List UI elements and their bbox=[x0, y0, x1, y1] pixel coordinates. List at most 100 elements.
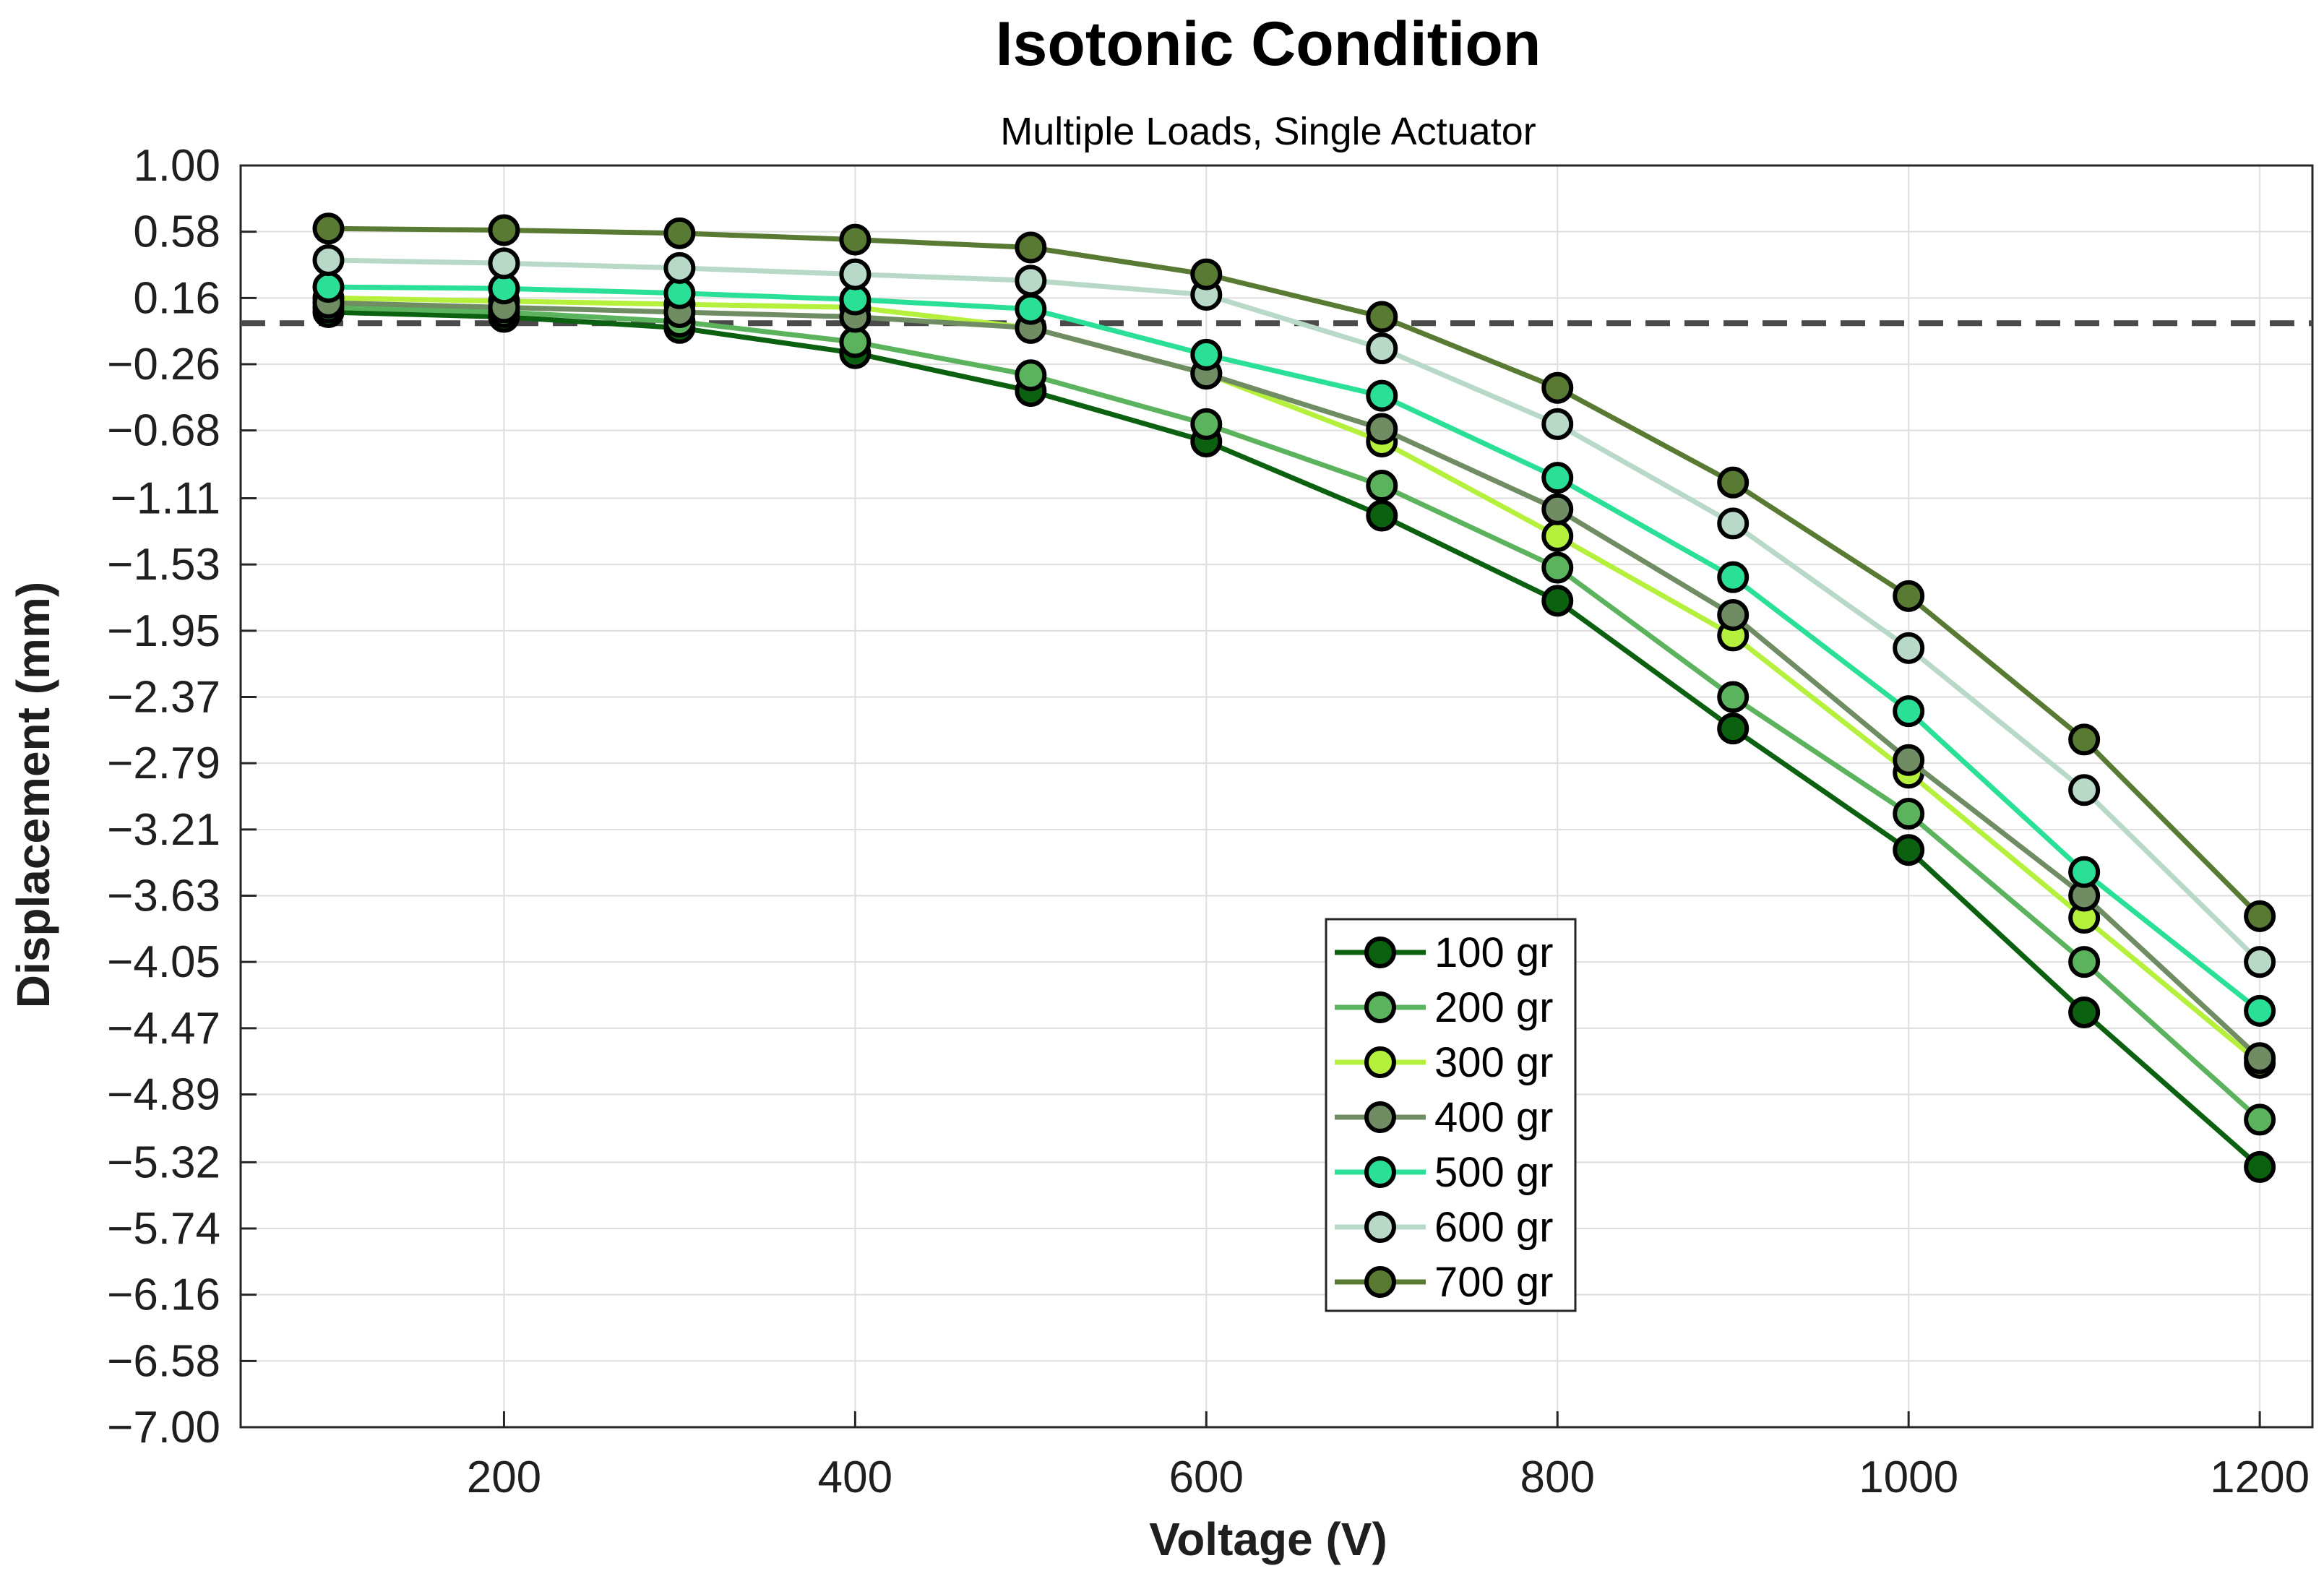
legend-item: 400 gr bbox=[1335, 1094, 1553, 1141]
data-point bbox=[1366, 499, 1398, 532]
data-point bbox=[663, 217, 696, 249]
data-point bbox=[2244, 1150, 2276, 1183]
data-point bbox=[1015, 264, 1047, 297]
data-point bbox=[1717, 599, 1750, 632]
x-tick-label: 1000 bbox=[1859, 1452, 1958, 1502]
data-point bbox=[1541, 371, 1574, 404]
data-point bbox=[2068, 774, 2101, 806]
grid bbox=[241, 165, 2312, 1428]
series-200-gr bbox=[312, 291, 2276, 1136]
legend-marker bbox=[1364, 1211, 1396, 1243]
data-point bbox=[1717, 561, 1750, 593]
y-tick-label: −4.05 bbox=[107, 937, 220, 987]
data-point bbox=[2244, 1042, 2276, 1075]
legend-item: 500 gr bbox=[1335, 1149, 1553, 1196]
series-layer bbox=[312, 212, 2276, 1183]
series-line bbox=[328, 300, 2262, 1060]
y-tick-label: −5.32 bbox=[107, 1137, 220, 1187]
data-point bbox=[488, 214, 520, 246]
legend-item: 100 gr bbox=[1335, 929, 1553, 976]
y-tick-label: −0.68 bbox=[107, 406, 220, 456]
data-point bbox=[488, 247, 520, 280]
legend-marker bbox=[1364, 1156, 1396, 1188]
y-tick-label: −2.37 bbox=[107, 673, 220, 723]
data-point bbox=[312, 212, 345, 245]
chart-title: Isotonic Condition bbox=[996, 9, 1541, 79]
data-point bbox=[1893, 695, 1925, 728]
x-axis: 200 400 600 800 1000 1200 bbox=[467, 1411, 2310, 1502]
x-tick-label: 1200 bbox=[2210, 1452, 2310, 1502]
legend-item: 700 gr bbox=[1335, 1259, 1553, 1306]
data-point bbox=[839, 223, 872, 256]
data-point bbox=[839, 258, 872, 290]
y-axis-label: Displacement (mm) bbox=[7, 582, 59, 1008]
y-tick-label: −6.16 bbox=[107, 1270, 220, 1320]
data-point bbox=[2068, 723, 2101, 756]
legend-marker bbox=[1364, 991, 1396, 1023]
chart-subtitle: Multiple Loads, Single Actuator bbox=[1000, 110, 1536, 153]
data-point bbox=[2068, 946, 2101, 978]
y-tick-label: −0.26 bbox=[107, 340, 220, 389]
y-tick-label: −4.89 bbox=[107, 1069, 220, 1119]
data-point bbox=[2244, 946, 2276, 978]
data-point bbox=[1717, 681, 1750, 713]
y-tick-label: −3.63 bbox=[107, 871, 220, 921]
legend-item: 300 gr bbox=[1335, 1039, 1553, 1086]
legend-label: 200 gr bbox=[1434, 984, 1553, 1031]
data-point bbox=[1366, 332, 1398, 365]
legend-item: 200 gr bbox=[1335, 984, 1553, 1031]
data-point bbox=[1190, 408, 1223, 440]
data-point bbox=[1541, 408, 1574, 440]
data-point bbox=[1190, 338, 1223, 371]
data-point bbox=[312, 244, 345, 276]
y-tick-label: −1.11 bbox=[111, 474, 220, 524]
series-500-gr bbox=[312, 271, 2276, 1027]
data-point bbox=[1541, 520, 1574, 552]
legend-label: 700 gr bbox=[1434, 1259, 1553, 1306]
data-point bbox=[2244, 900, 2276, 932]
data-point bbox=[2068, 997, 2101, 1029]
legend-marker bbox=[1364, 1046, 1396, 1078]
data-point bbox=[1366, 379, 1398, 412]
data-point bbox=[1541, 493, 1574, 525]
data-point bbox=[1015, 293, 1047, 325]
x-tick-label: 600 bbox=[1169, 1452, 1244, 1502]
x-tick-label: 200 bbox=[467, 1452, 541, 1502]
legend-label: 300 gr bbox=[1434, 1039, 1553, 1086]
legend-label: 600 gr bbox=[1434, 1204, 1553, 1251]
data-point bbox=[1366, 301, 1398, 333]
series-line bbox=[328, 309, 2262, 1169]
data-point bbox=[2244, 1103, 2276, 1136]
series-600-gr bbox=[312, 244, 2276, 978]
legend-marker bbox=[1364, 937, 1396, 968]
series-line bbox=[328, 295, 2262, 1065]
data-point bbox=[1893, 834, 1925, 866]
legend-label: 400 gr bbox=[1434, 1094, 1553, 1141]
y-tick-label: −3.21 bbox=[107, 805, 220, 855]
data-point bbox=[2244, 994, 2276, 1027]
data-point bbox=[1366, 413, 1398, 445]
legend-marker bbox=[1364, 1101, 1396, 1133]
data-point bbox=[2068, 856, 2101, 888]
data-point bbox=[1015, 231, 1047, 264]
data-point bbox=[1717, 507, 1750, 540]
y-tick-label: 1.00 bbox=[133, 141, 220, 191]
legend: 100 gr 200 gr 300 gr 400 gr 500 gr 600 gr 700 … bbox=[1325, 918, 1577, 1312]
data-point bbox=[1717, 466, 1750, 499]
series-line bbox=[328, 284, 2262, 1013]
series-line bbox=[328, 257, 2262, 964]
data-point bbox=[663, 251, 696, 284]
series-700-gr bbox=[312, 212, 2276, 932]
y-tick-label: 0.16 bbox=[133, 273, 220, 323]
data-point bbox=[1893, 744, 1925, 776]
data-point bbox=[1541, 462, 1574, 494]
x-axis-label: Voltage (V) bbox=[1149, 1513, 1387, 1565]
plot-frame bbox=[239, 164, 2314, 1429]
legend-marker bbox=[1364, 1266, 1396, 1298]
y-tick-label: 0.58 bbox=[133, 207, 220, 257]
data-point bbox=[1015, 359, 1047, 392]
x-tick-label: 800 bbox=[1520, 1452, 1595, 1502]
legend-label: 500 gr bbox=[1434, 1149, 1553, 1196]
y-tick-label: −4.47 bbox=[107, 1004, 220, 1054]
